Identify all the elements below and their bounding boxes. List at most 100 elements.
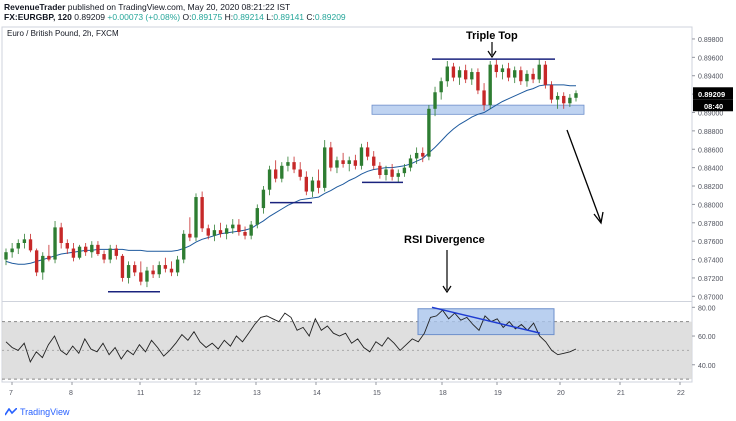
candle-body <box>329 147 333 168</box>
candle-body <box>372 156 376 166</box>
price-axis-label: 0.89800 <box>698 37 723 44</box>
high-value: 0.89214 <box>233 12 264 22</box>
countdown-tag-bg <box>693 99 733 112</box>
price-axis-label: 0.87000 <box>698 294 723 301</box>
close-value: 0.89209 <box>314 12 346 22</box>
candle-body <box>212 230 217 236</box>
price-axis-label: 0.89400 <box>698 74 723 81</box>
candle-body <box>145 270 149 282</box>
time-axis-label: 15 <box>373 390 381 397</box>
candle-body <box>16 243 20 249</box>
rsi-divergence-line <box>431 306 541 334</box>
published-text: published on TradingView.com, May 20, 20… <box>67 2 291 12</box>
candle-body <box>439 81 443 93</box>
candle-body <box>188 233 192 238</box>
rsi-line <box>5 309 577 363</box>
candle-body <box>59 227 63 244</box>
triple-top-arrowhead <box>487 50 497 59</box>
candle-body <box>151 270 155 275</box>
candle-body <box>445 66 449 82</box>
candle-body <box>457 70 462 78</box>
candle-body <box>218 230 223 234</box>
candle-body <box>396 173 400 177</box>
candle-body <box>90 244 94 253</box>
candle-body <box>470 72 474 80</box>
last-price: 0.89209 <box>74 12 105 22</box>
candle-body <box>114 248 119 256</box>
candle-body <box>506 68 511 78</box>
time-axis-label: 11 <box>137 390 144 397</box>
symbol-label[interactable]: FX:EURGBP, 120 <box>4 12 72 22</box>
candle-body <box>280 165 284 179</box>
last-price-tag: 0.89209 <box>698 90 725 99</box>
candle-body <box>316 180 321 188</box>
high-label: H: <box>224 12 234 22</box>
tradingview-logo-icon <box>5 408 17 416</box>
price-axis-label: 0.88800 <box>698 129 723 136</box>
price-axis-label: 0.87400 <box>698 258 723 265</box>
candle-body <box>513 70 517 78</box>
candle-body <box>47 255 51 260</box>
symbol-line: FX:EURGBP, 120 0.89209 +0.00073 (+0.08%)… <box>4 12 346 22</box>
price-axis-label: 0.88400 <box>698 166 723 173</box>
candle-body <box>120 255 125 278</box>
candle-body <box>194 197 198 238</box>
candle-body <box>500 68 505 73</box>
moving-average-line <box>5 84 576 265</box>
candle-body <box>476 72 480 91</box>
candle-body <box>249 224 253 236</box>
open-value: 0.89175 <box>191 12 223 22</box>
candle-body <box>482 90 486 106</box>
rsi-axis-label: 60.00 <box>698 334 716 341</box>
rsi-axis-label: 80.00 <box>698 305 716 312</box>
candle-body <box>261 189 266 209</box>
candle-body <box>562 95 566 104</box>
candle-body <box>139 272 143 282</box>
candle-body <box>163 265 168 269</box>
publish-line: RevenueTrader published on TradingView.c… <box>4 2 290 12</box>
candle-body <box>543 64 548 85</box>
time-axis-label: 13 <box>253 390 261 397</box>
candle-body <box>574 93 578 98</box>
candle-body <box>22 239 27 244</box>
candle-body <box>169 268 174 273</box>
candle-body <box>549 84 554 100</box>
candle-body <box>96 244 100 255</box>
price-axis-label: 0.89000 <box>698 110 723 117</box>
candle-body <box>4 252 8 260</box>
candle-body <box>519 70 523 82</box>
main-chart-title: Euro / British Pound, 2h, FXCM <box>7 29 119 38</box>
candle-body <box>488 64 492 106</box>
candle-body <box>555 95 560 100</box>
tradingview-brand[interactable]: TradingView <box>5 407 70 417</box>
candle-body <box>353 160 358 166</box>
time-axis-label: 19 <box>494 390 502 397</box>
candle-body <box>53 227 57 260</box>
candle-body <box>83 246 88 253</box>
rsi-axis-label: 40.00 <box>698 363 716 370</box>
low-value: 0.89141 <box>273 12 305 22</box>
candle-body <box>304 176 309 192</box>
time-axis-label: 22 <box>677 390 685 397</box>
candle-body <box>200 197 204 229</box>
projection-arrowhead <box>593 211 604 225</box>
brand-label: TradingView <box>20 407 70 417</box>
candle-body <box>243 231 247 236</box>
time-axis-label: 20 <box>557 390 565 397</box>
candle-body <box>359 147 364 166</box>
candle-body <box>531 73 535 80</box>
time-axis-label: 14 <box>313 390 321 397</box>
time-axis-label: 21 <box>617 390 625 397</box>
projection-arrow <box>566 129 602 223</box>
publisher-name[interactable]: RevenueTrader <box>4 2 66 12</box>
triple-top-annotation: Triple Top <box>466 30 518 42</box>
candle-body <box>427 108 431 157</box>
candle-body <box>231 224 235 229</box>
candle-body <box>108 248 112 260</box>
candle-body <box>335 160 339 168</box>
candle-body <box>537 64 541 80</box>
time-axis-label: 18 <box>439 390 447 397</box>
candle-body <box>157 265 161 275</box>
candle-body <box>347 160 351 164</box>
